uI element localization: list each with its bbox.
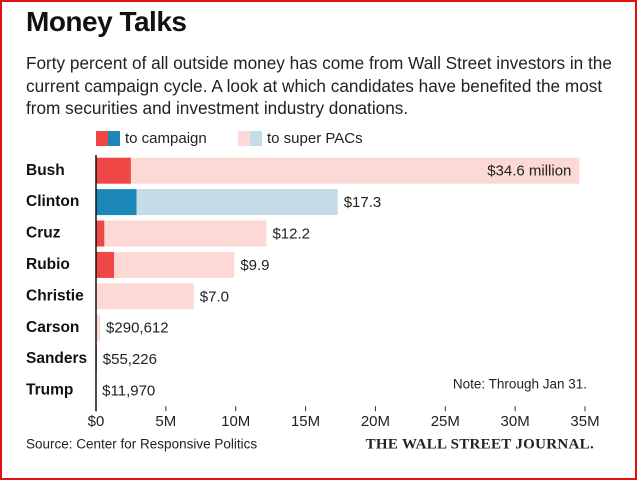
x-tick-label: 35M bbox=[570, 413, 599, 430]
x-tick-label: 15M bbox=[291, 413, 320, 430]
category-label: Sanders bbox=[26, 350, 87, 367]
x-tick-label: 5M bbox=[155, 413, 176, 430]
legend-label: to campaign bbox=[125, 130, 207, 147]
category-label: Clinton bbox=[26, 193, 79, 210]
source: Source: Center for Responsive Politics bbox=[26, 437, 257, 452]
bar-segment bbox=[96, 314, 101, 341]
total-label: $9.9 bbox=[240, 257, 269, 274]
category-label: Trump bbox=[26, 382, 73, 399]
bar-segment bbox=[96, 251, 115, 278]
bar-segment bbox=[130, 157, 580, 184]
total-label: $290,612 bbox=[106, 320, 169, 337]
x-tick-label: 25M bbox=[431, 413, 460, 430]
total-label: $7.0 bbox=[200, 288, 229, 305]
bar-segment bbox=[114, 251, 235, 278]
category-label: Christie bbox=[26, 287, 84, 304]
x-tick-label: $0 bbox=[88, 413, 105, 430]
legend-swatch bbox=[238, 131, 250, 146]
x-tick-label: 10M bbox=[221, 413, 250, 430]
total-label: $11,970 bbox=[102, 382, 155, 399]
bar-segment bbox=[136, 189, 338, 216]
chart-title: Money Talks bbox=[26, 6, 187, 37]
bar-segment bbox=[96, 220, 105, 247]
bar-segment bbox=[96, 283, 194, 310]
bar-segment bbox=[96, 189, 137, 216]
category-label: Carson bbox=[26, 319, 79, 336]
total-label: $12.2 bbox=[272, 225, 310, 242]
category-label: Cruz bbox=[26, 225, 61, 242]
legend-swatch bbox=[96, 131, 108, 146]
legend-swatch bbox=[250, 131, 262, 146]
category-label: Bush bbox=[26, 162, 65, 179]
legend-swatch bbox=[108, 131, 120, 146]
chart-subtitle: Forty percent of all outside money has c… bbox=[26, 53, 612, 118]
x-tick-label: 30M bbox=[501, 413, 530, 430]
category-label: Rubio bbox=[26, 256, 70, 273]
note: Note: Through Jan 31. bbox=[453, 377, 587, 392]
bar-segment bbox=[104, 220, 267, 247]
total-label: $34.6 million bbox=[487, 163, 571, 180]
total-label: $55,226 bbox=[103, 351, 157, 368]
x-tick-label: 20M bbox=[361, 413, 390, 430]
publisher: THE WALL STREET JOURNAL. bbox=[366, 436, 594, 452]
legend-label: to super PACs bbox=[267, 130, 363, 147]
bar-segment bbox=[96, 157, 131, 184]
total-label: $17.3 bbox=[344, 194, 382, 211]
